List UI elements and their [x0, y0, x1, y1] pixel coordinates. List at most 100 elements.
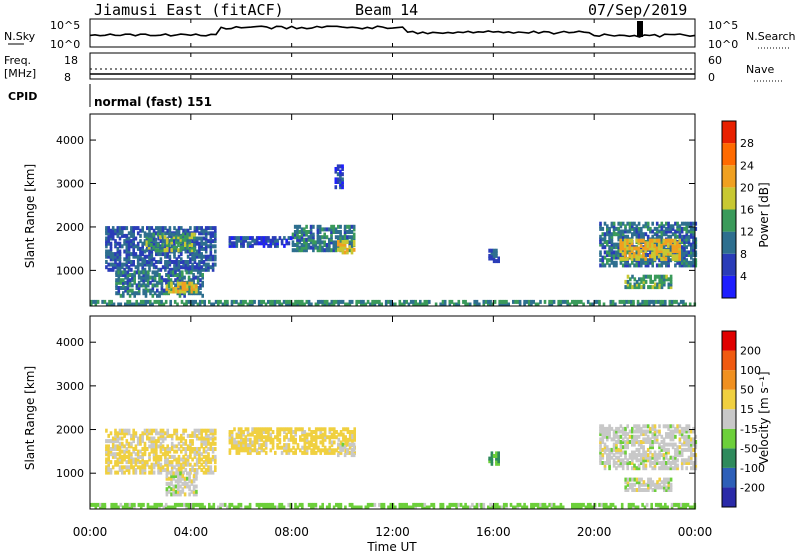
power-cell: [269, 299, 272, 304]
velocity-cell: [118, 460, 122, 465]
velocity-cell: [159, 447, 163, 451]
velocity-cell: [658, 445, 661, 450]
velocity-cell: [642, 455, 645, 460]
power-cell: [673, 238, 677, 243]
power-cell: [314, 245, 317, 250]
power-cell: [455, 302, 458, 307]
velocity-cell: [190, 489, 194, 494]
power-cell: [115, 270, 118, 275]
power-cell: [640, 226, 643, 231]
velocity-cell: [301, 427, 304, 432]
velocity-cell: [207, 460, 210, 465]
velocity-cell: [692, 463, 695, 468]
power-cell: [651, 251, 654, 256]
power-cell: [202, 231, 206, 236]
velocity-cell: [663, 482, 666, 487]
velocity-cell: [644, 450, 648, 455]
velocity-cell: [647, 488, 650, 492]
power-cell: [655, 246, 659, 251]
velocity-cell: [662, 461, 666, 465]
power-cell: [154, 248, 158, 253]
velocity-cell: [348, 445, 352, 450]
power-cell: [183, 293, 186, 298]
power-cell: [305, 299, 309, 304]
velocity-cell: [333, 432, 336, 437]
power-cell: [328, 243, 331, 247]
power-cell: [142, 299, 145, 304]
velocity-cell: [464, 505, 467, 510]
velocity-cell: [624, 434, 627, 439]
velocity-cell: [121, 468, 124, 472]
power-cell: [125, 226, 129, 231]
velocity-cell: [555, 505, 558, 510]
velocity-cell: [141, 468, 144, 472]
power-cell: [289, 236, 293, 241]
velocity-cell: [107, 470, 110, 475]
power-cell: [92, 299, 95, 304]
power-cell: [293, 232, 297, 237]
velocity-cell: [382, 505, 386, 510]
power-cell: [192, 280, 195, 285]
velocity-cell: [516, 505, 520, 510]
velocity-cell: [321, 437, 325, 442]
velocity-cell: [660, 461, 664, 465]
power-cell: [251, 302, 254, 307]
power-cell: [678, 226, 682, 231]
velocity-cell: [155, 452, 158, 457]
colorbar-tick-label: 8: [740, 248, 747, 261]
velocity-cell: [180, 436, 183, 441]
power-cell: [291, 302, 295, 307]
velocity-cell: [202, 449, 206, 454]
velocity-cell: [170, 465, 174, 470]
velocity-cell: [287, 443, 291, 448]
power-cell: [211, 267, 215, 272]
power-cell: [648, 243, 652, 248]
power-cell: [209, 265, 213, 270]
power-cell: [188, 243, 192, 247]
power-cell: [164, 239, 167, 244]
velocity-cell: [351, 435, 354, 440]
power-cell: [624, 224, 627, 229]
velocity-cell: [253, 440, 257, 445]
velocity-cell: [310, 448, 313, 453]
date-label: 07/Sep/2019: [588, 1, 687, 19]
velocity-cell: [94, 502, 98, 507]
velocity-cell: [631, 466, 634, 471]
power-cell: [192, 299, 195, 304]
power-cell: [617, 247, 620, 252]
power-cell: [119, 286, 123, 290]
velocity-cell: [421, 505, 424, 510]
velocity-cell: [264, 443, 268, 448]
power-cell: [334, 240, 338, 245]
velocity-cell: [617, 426, 620, 431]
power-cell: [348, 243, 351, 247]
velocity-cell: [624, 453, 627, 458]
power-cell: [339, 245, 342, 250]
power-cell: [606, 240, 609, 244]
velocity-cell: [152, 444, 156, 449]
velocity-cell: [617, 458, 620, 463]
velocity-cell: [289, 435, 293, 440]
velocity-cell: [441, 502, 445, 507]
power-cell: [144, 278, 148, 283]
power-cell: [118, 260, 122, 264]
power-cell: [316, 232, 320, 237]
power-cell: [687, 240, 691, 244]
power-cell: [174, 283, 177, 288]
power-cell: [133, 291, 136, 296]
power-cell: [116, 241, 120, 246]
power-cell: [623, 299, 626, 304]
power-cell: [117, 291, 121, 296]
power-cell: [184, 267, 188, 272]
power-cell: [118, 249, 122, 254]
power-cell: [198, 252, 201, 257]
power-cell: [628, 263, 632, 268]
velocity-cell: [669, 429, 673, 434]
velocity-cell: [593, 502, 597, 507]
velocity-cell: [170, 447, 174, 451]
velocity-cell: [191, 447, 194, 451]
power-cell: [339, 185, 342, 190]
power-cell: [184, 260, 188, 264]
velocity-cell: [193, 431, 197, 436]
velocity-cell: [181, 481, 185, 486]
